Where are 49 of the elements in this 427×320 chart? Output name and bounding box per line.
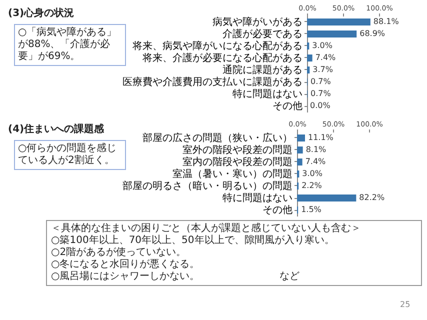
y-tick-label: 将来、介護が必要になる心配がある (142, 52, 302, 64)
text: ○何らかの問題を感じている人が2割近く。 (14, 140, 126, 170)
bar (307, 54, 312, 62)
y-tick-label: 医療費や介護費用の支払いに課題がある (122, 76, 302, 88)
y-tick-label: 特に問題はない (222, 192, 292, 204)
data-label: 0.7% (310, 89, 332, 98)
data-label: 88.1% (373, 17, 400, 26)
text: (3)心身の状況 (8, 6, 74, 20)
text: (4)住まいへの課題感 (8, 122, 104, 136)
data-label: 2.2% (302, 181, 322, 190)
y-tick-label: 通院に課題がある (222, 64, 302, 76)
data-label: 7.4% (305, 157, 326, 166)
y-tick-label: 病気や障がいがある (212, 16, 302, 28)
data-label: 3.0% (312, 41, 333, 50)
data-label: 11.1% (308, 133, 334, 142)
data-label: 82.2% (359, 193, 385, 202)
bar (297, 134, 305, 142)
y-tick-label: 部屋の広さの問題（狭い・広い） (142, 132, 292, 144)
y-tick-label: その他 (272, 100, 302, 112)
data-label: 7.4% (315, 53, 336, 62)
y-tick-label: 室内の階段や段差の問題 (182, 156, 292, 168)
data-label: 3.0% (302, 169, 323, 178)
text: ○築100年以上、70年以上、50年以上で、隙間風が入り寒い。 (51, 235, 336, 246)
text: ○「病気や障がある」が88%、「介護が必要」が69%。 (14, 24, 126, 66)
bar (297, 158, 302, 166)
y-tick-label: 部屋の明るさ（暗い・明るい）の問題 (122, 180, 292, 192)
text: 25 (400, 300, 410, 309)
text: ○風呂場にはシャワーしかない。 (51, 271, 200, 282)
bar (297, 194, 356, 202)
y-tick-label: 室外の階段や段差の問題 (182, 144, 292, 156)
text: ＜具体的な住まいの困りごと（本人が課題と感じていない人も含む＞ (51, 223, 362, 234)
text: ○2階があるが使っていない。 (51, 247, 188, 258)
y-tick-label: 介護が必要である (222, 28, 302, 40)
text: など (280, 271, 300, 282)
y-tick-label: 将来、病気や障がいになる心配がある (132, 40, 302, 52)
data-label: 1.5% (301, 205, 322, 214)
data-label: 68.9% (360, 29, 386, 38)
text: ○冬になると水回りが悪くなる。 (51, 259, 201, 271)
data-label: 8.1% (306, 145, 327, 154)
data-label: 0.0% (310, 101, 331, 110)
bar (307, 66, 310, 74)
data-label: 3.7% (312, 65, 334, 74)
bar (297, 146, 303, 154)
y-tick-label: その他 (262, 204, 292, 216)
y-tick-label: 室温（暑い・寒い）の問題 (172, 168, 292, 180)
data-label: 0.7% (310, 77, 332, 86)
bar (307, 30, 357, 38)
bar (307, 18, 370, 26)
y-tick-label: 特に問題はない (232, 88, 302, 100)
